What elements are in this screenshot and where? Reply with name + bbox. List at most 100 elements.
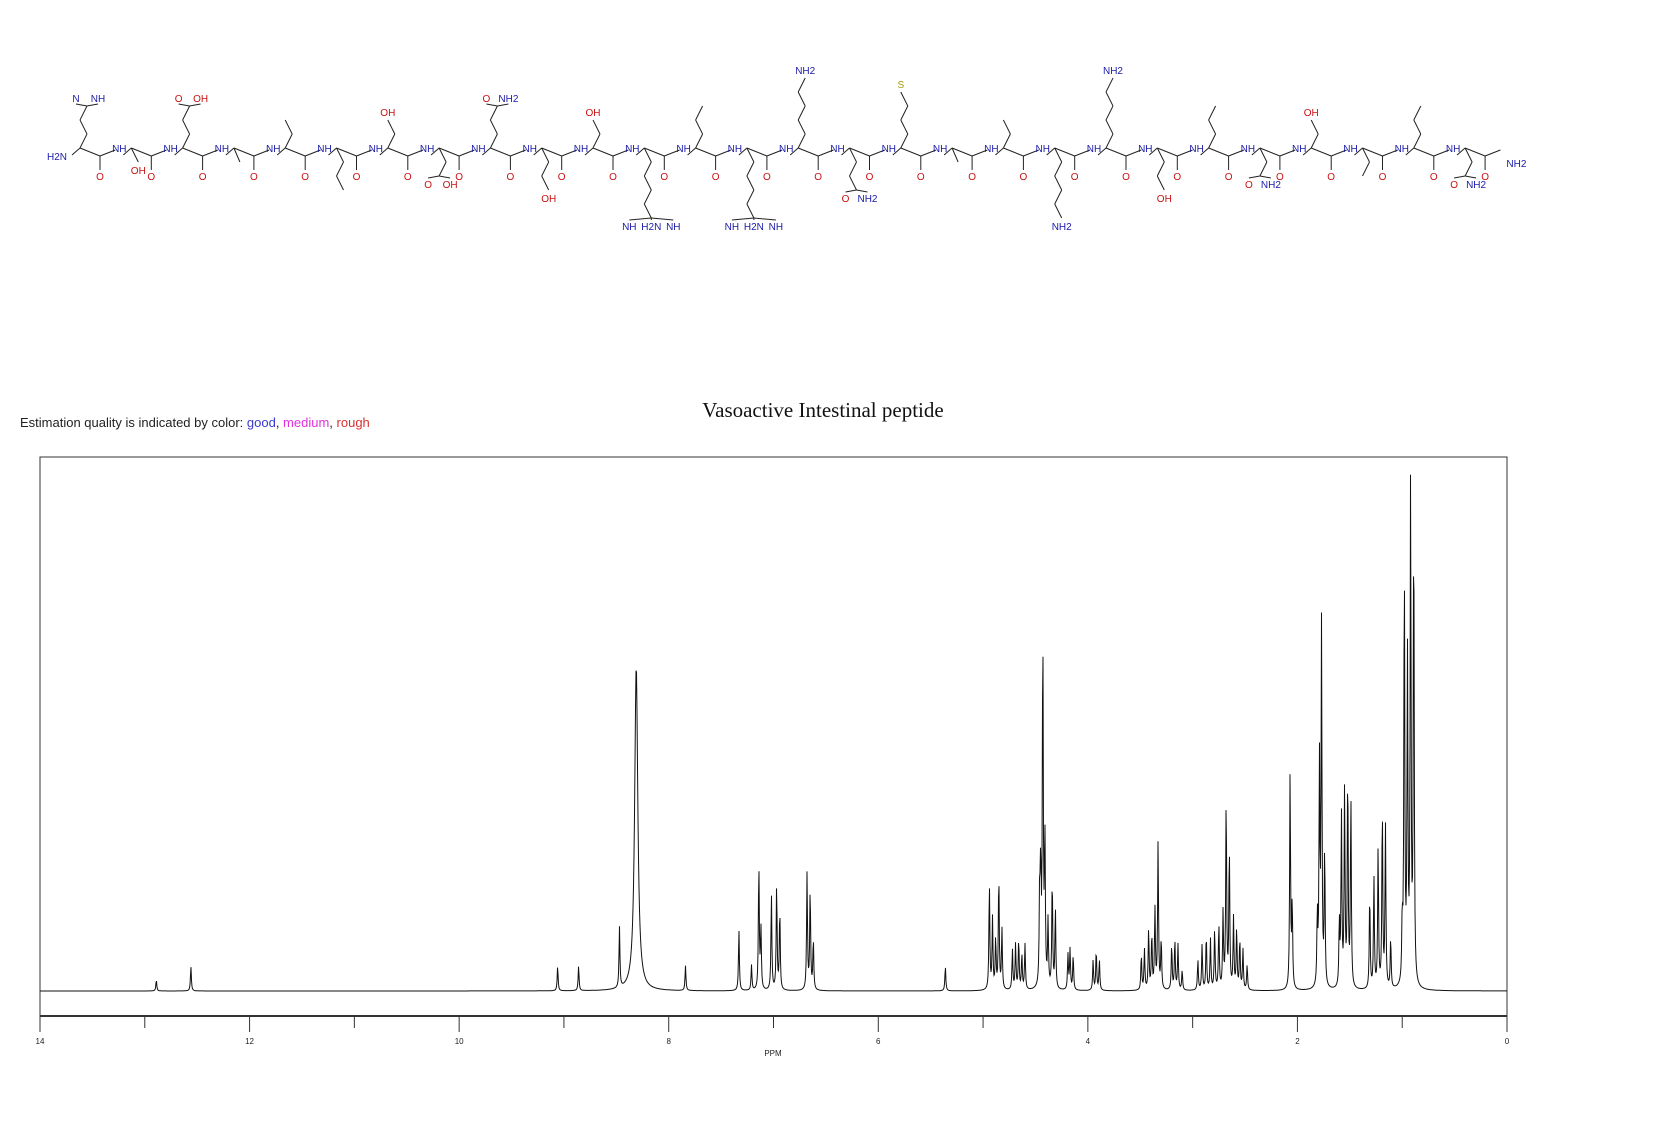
- bond: [1311, 147, 1332, 157]
- amide-nh: NH: [625, 144, 639, 155]
- bond: [1251, 147, 1261, 156]
- bond: [178, 103, 190, 107]
- bond: [995, 147, 1004, 156]
- carbonyl-oxygen: O: [1327, 172, 1335, 183]
- carbonyl-oxygen: O: [1225, 172, 1233, 183]
- x-tick-label: 14: [36, 1037, 45, 1046]
- bond: [1302, 147, 1312, 156]
- bond: [644, 147, 665, 157]
- carbonyl-oxygen: O: [301, 172, 309, 183]
- bond: [1454, 175, 1466, 179]
- bond: [1054, 189, 1063, 205]
- amide-nh: NH: [984, 144, 998, 155]
- carbonyl-oxygen: O: [712, 172, 720, 183]
- bond: [151, 149, 167, 157]
- x-tick-label: 0: [1505, 1037, 1510, 1046]
- bond: [1310, 119, 1319, 135]
- bond: [387, 119, 396, 135]
- bond: [276, 147, 286, 156]
- bond: [1054, 147, 1063, 163]
- amide-nh: NH: [112, 144, 126, 155]
- bond: [971, 149, 988, 157]
- bond: [1405, 147, 1415, 156]
- bond: [1023, 149, 1039, 157]
- bond: [1413, 133, 1422, 149]
- bond: [284, 133, 293, 149]
- bond: [182, 105, 191, 121]
- bond: [1156, 175, 1165, 191]
- bond: [490, 147, 511, 157]
- amide-nh: NH: [317, 144, 331, 155]
- bond: [1433, 149, 1450, 157]
- sidechain-atom-label: NH: [769, 222, 783, 233]
- amide-nh: NH: [1446, 144, 1460, 155]
- amide-nh: NH: [471, 144, 485, 155]
- bond: [122, 147, 132, 156]
- bond: [202, 149, 219, 157]
- bond: [753, 217, 776, 221]
- bond: [1413, 105, 1422, 121]
- bond: [1097, 147, 1107, 156]
- bond: [1413, 119, 1422, 135]
- bond: [1259, 147, 1268, 163]
- bond: [1156, 147, 1165, 163]
- bond: [387, 147, 408, 157]
- sidechain-atom-label: OH: [1304, 108, 1319, 119]
- bond: [285, 147, 306, 157]
- bond: [584, 147, 594, 156]
- bond: [541, 161, 550, 177]
- bond: [849, 175, 857, 191]
- chart-title: Vasoactive Intestinal peptide: [702, 398, 944, 422]
- sidechain-atom-label: OH: [1157, 194, 1172, 205]
- sidechain-atom-label: N: [72, 94, 79, 105]
- bond: [1002, 119, 1011, 135]
- bond: [1464, 147, 1473, 163]
- bond: [592, 147, 614, 157]
- bond: [533, 147, 543, 156]
- amide-nh: NH: [1395, 144, 1409, 155]
- bond: [797, 91, 806, 107]
- bond: [131, 147, 152, 157]
- bond: [458, 149, 475, 157]
- bond: [849, 147, 870, 157]
- bond: [510, 149, 526, 157]
- amide-nh: NH: [779, 144, 793, 155]
- bond: [1413, 147, 1434, 157]
- sidechain-atom-label: NH2: [1103, 66, 1123, 77]
- bond: [841, 147, 850, 156]
- x-tick-label: 8: [666, 1037, 671, 1046]
- bond: [920, 149, 937, 157]
- sidechain-atom-label: O: [483, 94, 491, 105]
- bond: [71, 147, 81, 156]
- bond: [1279, 149, 1296, 157]
- sidechain-atom-label: S: [897, 80, 904, 91]
- bond: [643, 147, 652, 163]
- carbonyl-oxygen: O: [968, 172, 976, 183]
- amide-nh: NH: [369, 144, 383, 155]
- bond: [643, 189, 652, 205]
- bond: [635, 147, 645, 156]
- carbonyl-oxygen: O: [507, 172, 515, 183]
- carbonyl-oxygen: O: [814, 172, 822, 183]
- bond: [797, 133, 806, 149]
- bond: [1054, 161, 1063, 177]
- carbonyl-oxygen: O: [1020, 172, 1028, 183]
- carbonyl-oxygen: O: [250, 172, 258, 183]
- x-tick-label: 4: [1086, 1037, 1091, 1046]
- bond: [379, 147, 389, 156]
- bond: [629, 217, 652, 221]
- sidechain-atom-label: NH: [666, 222, 680, 233]
- amide-nh: NH: [1138, 144, 1152, 155]
- x-tick-label: 2: [1295, 1037, 1300, 1046]
- bond: [1125, 149, 1142, 157]
- bond: [1074, 149, 1091, 157]
- bond: [849, 147, 857, 163]
- amide-nh: NH: [1035, 144, 1049, 155]
- bond: [233, 147, 241, 163]
- bond: [1464, 147, 1486, 157]
- bond: [1259, 147, 1281, 157]
- bond: [731, 217, 754, 221]
- bond: [486, 103, 498, 107]
- bond: [253, 149, 270, 157]
- amide-nh: NH: [676, 144, 690, 155]
